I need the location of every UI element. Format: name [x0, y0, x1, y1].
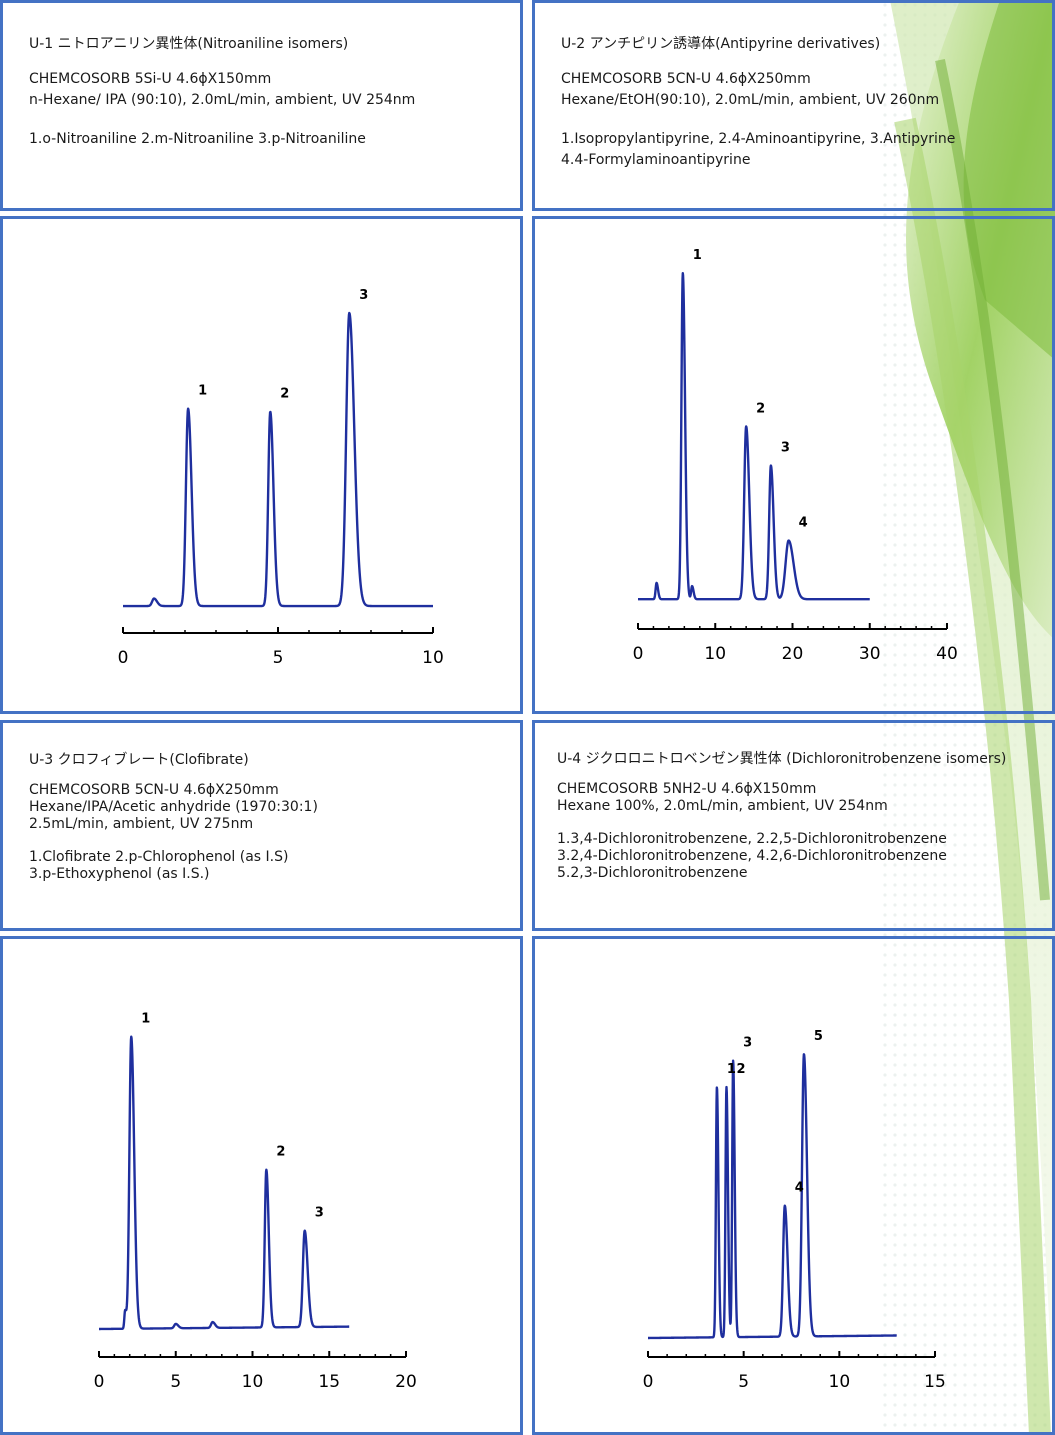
panel-line: 3.2,4-Dichloronitrobenzene, 4.2,6-Dichlo…: [557, 848, 947, 864]
x-tick-label: 5: [170, 1372, 181, 1392]
peak-label: 1: [198, 384, 207, 399]
panel-line: 5.2,3-Dichloronitrobenzene: [557, 865, 748, 881]
panel-line: CHEMCOSORB 5NH2-U 4.6ϕX150mm: [557, 781, 817, 797]
peak-label: 3: [743, 1036, 752, 1051]
x-tick-label: 0: [118, 648, 129, 668]
info-panel-u3: U-3 クロフィブレート(Clofibrate) CHEMCOSORB 5CN-…: [0, 720, 523, 931]
x-tick-label: 5: [738, 1372, 749, 1392]
peak-label: 2: [276, 1145, 285, 1160]
panel-title: U-1 ニトロアニリン異性体(Nitroaniline isomers): [29, 36, 349, 52]
panel-line: 1.3,4-Dichloronitrobenzene, 2.2,5-Dichlo…: [557, 831, 947, 847]
x-tick-label: 0: [94, 1372, 105, 1392]
chart-panel-u2: 0 10 20 30 40 1 2 3 4: [532, 216, 1055, 714]
x-tick-label: 15: [318, 1372, 340, 1392]
panel-line: CHEMCOSORB 5CN-U 4.6ϕX250mm: [29, 782, 279, 798]
peak-label: 3: [359, 288, 368, 303]
x-tick-label: 10: [829, 1372, 851, 1392]
x-tick-label: 40: [936, 644, 958, 664]
peak-label: 1: [727, 1062, 736, 1077]
panel-line: Hexane 100%, 2.0mL/min, ambient, UV 254n…: [557, 798, 888, 814]
peak-label: 1: [141, 1012, 150, 1027]
x-tick-label: 20: [395, 1372, 417, 1392]
panel-line: 3.p-Ethoxyphenol (as I.S.): [29, 866, 210, 882]
peak-label: 1: [693, 248, 702, 263]
panel-line: CHEMCOSORB 5CN-U 4.6ϕX250mm: [561, 71, 811, 87]
x-tick-label: 10: [242, 1372, 264, 1392]
panel-line: 1.Isopropylantipyrine, 2.4-Aminoantipyri…: [561, 131, 956, 147]
panel-line: Hexane/IPA/Acetic anhydride (1970:30:1): [29, 799, 318, 815]
chromatogram-trace: [98, 1035, 351, 1331]
peak-label: 2: [280, 387, 289, 402]
x-tick-label: 5: [273, 648, 284, 668]
peak-label: 3: [315, 1206, 324, 1221]
panel-title: U-2 アンチピリン誘導体(Antipyrine derivatives): [561, 36, 881, 52]
chart-panel-u3: 0 5 10 15 20 1 2 3: [0, 936, 523, 1435]
panel-line: Hexane/EtOH(90:10), 2.0mL/min, ambient, …: [561, 92, 940, 108]
peak-label: 3: [781, 441, 790, 456]
panel-line: 1.Clofibrate 2.p-Chlorophenol (as I.S): [29, 849, 289, 865]
info-panel-u4: U-4 ジクロロニトロベンゼン異性体 (Dichloronitrobenzene…: [532, 720, 1055, 931]
peak-label: 2: [756, 401, 765, 416]
chromatogram-u4: 0 5 10 15 1 2 3 4 5: [643, 1029, 946, 1392]
chromatogram-trace: [647, 1053, 898, 1340]
chromatogram-u2: 0 10 20 30 40 1 2 3 4: [633, 248, 958, 664]
x-tick-label: 30: [859, 644, 881, 664]
chart-panel-u1: 0 5 10 1 2 3: [0, 216, 523, 714]
info-panel-u1: U-1 ニトロアニリン異性体(Nitroaniline isomers) CHE…: [0, 0, 523, 211]
x-tick-label: 0: [643, 1372, 654, 1392]
panel-line: n-Hexane/ IPA (90:10), 2.0mL/min, ambien…: [29, 92, 416, 108]
x-tick-label: 15: [924, 1372, 946, 1392]
panel-line: 2.5mL/min, ambient, UV 275nm: [29, 816, 254, 832]
panel-line: 1.o-Nitroaniline 2.m-Nitroaniline 3.p-Ni…: [29, 131, 366, 147]
peak-label: 4: [799, 516, 808, 531]
chromatogram-u1: 0 5 10 1 2 3: [118, 288, 444, 668]
chart-panel-u4: 0 5 10 15 1 2 3 4 5: [532, 936, 1055, 1435]
chromatogram-trace: [637, 272, 871, 601]
x-tick-label: 10: [704, 644, 726, 664]
x-tick-label: 20: [782, 644, 804, 664]
peak-label: 2: [736, 1062, 745, 1077]
peak-label: 4: [795, 1181, 804, 1196]
panel-title: U-4 ジクロロニトロベンゼン異性体 (Dichloronitrobenzene…: [557, 751, 1007, 767]
peak-label: 5: [814, 1029, 823, 1044]
panel-line: CHEMCOSORB 5Si-U 4.6ϕX150mm: [29, 71, 272, 87]
chromatogram-u3: 0 5 10 15 20 1 2 3: [94, 1012, 417, 1392]
chromatogram-trace: [122, 311, 434, 608]
panel-line: 4.4-Formylaminoantipyrine: [561, 152, 751, 168]
panel-title: U-3 クロフィブレート(Clofibrate): [29, 752, 249, 768]
x-tick-label: 10: [422, 648, 444, 668]
x-tick-label: 0: [633, 644, 644, 664]
info-panel-u2: U-2 アンチピリン誘導体(Antipyrine derivatives) CH…: [532, 0, 1055, 211]
